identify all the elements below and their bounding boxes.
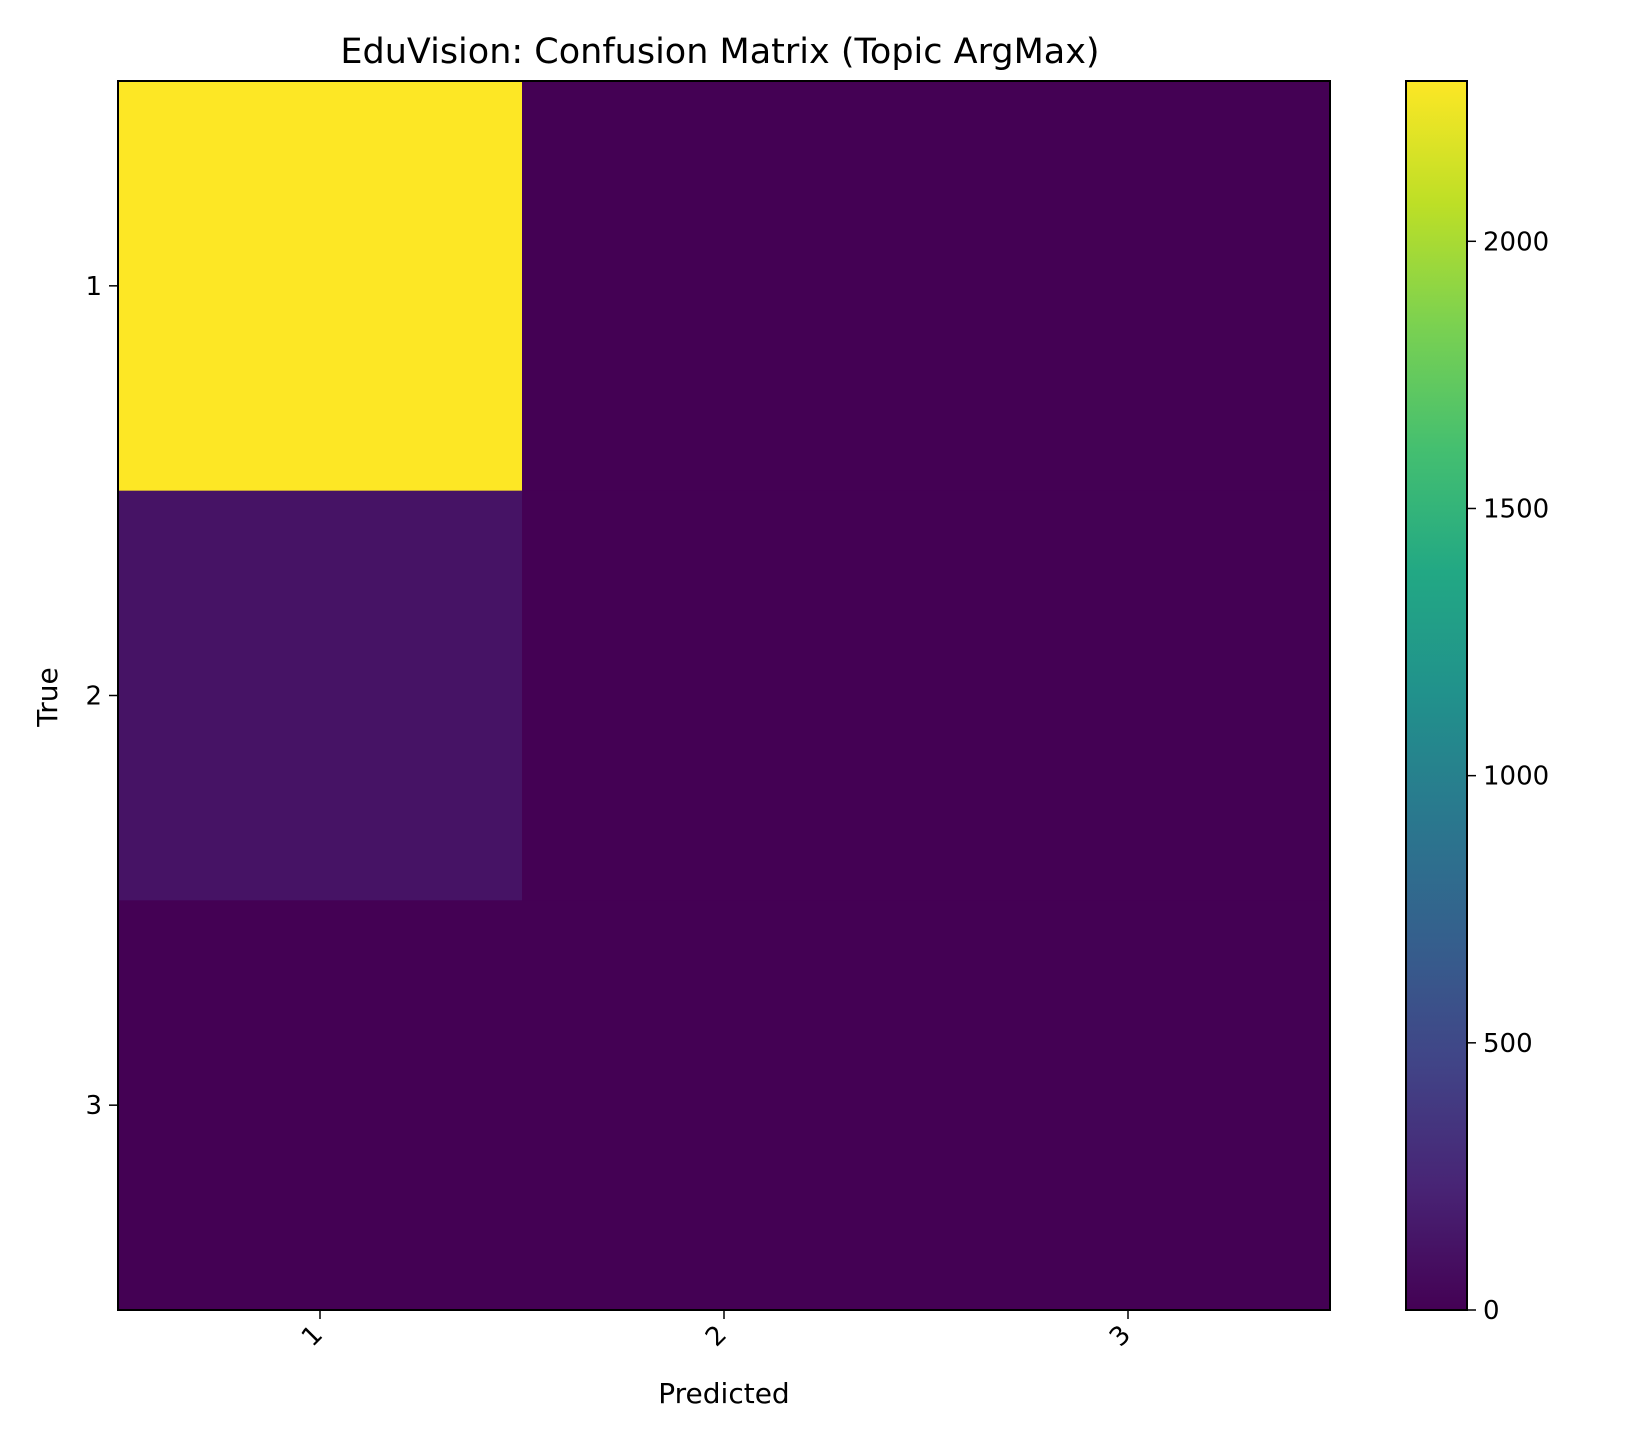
x-tick-label: 2 [700,1320,733,1353]
y-tick-label: 3 [85,1091,102,1121]
heatmap-cell [522,490,927,901]
heatmap-cells [118,81,1331,1311]
heatmap-cell [118,81,523,492]
x-tick-label: 1 [296,1320,329,1353]
colorbar-tick-label: 0 [1483,1296,1500,1326]
y-tick-label: 2 [85,682,102,712]
colorbar [1405,80,1468,1311]
heatmap-cell [118,490,523,901]
colorbar-tick-label: 500 [1483,1029,1533,1059]
y-tick-label: 1 [85,272,102,302]
heatmap-cell [926,900,1331,1311]
x-axis-label: Predicted [658,1377,789,1410]
colorbar-ticks: 0 500 1000 1500 2000 [1467,227,1549,1326]
colorbar-tick-label: 2000 [1483,227,1549,257]
colorbar-tick-label: 1000 [1483,762,1549,792]
heatmap-cell [522,81,927,492]
chart-title: EduVision: Confusion Matrix (Topic ArgMa… [340,32,1099,72]
x-tick-label: 3 [1104,1320,1137,1353]
colorbar-tick-label: 1500 [1483,494,1549,524]
heatmap-cell [926,490,1331,901]
x-axis-ticks: 1 2 3 [296,1310,1137,1353]
y-axis-label: True [31,667,64,727]
heatmap-cell [118,900,523,1311]
heatmap-cell [522,900,927,1311]
y-axis-ticks: 1 2 3 [85,272,118,1121]
heatmap-cell [926,81,1331,492]
